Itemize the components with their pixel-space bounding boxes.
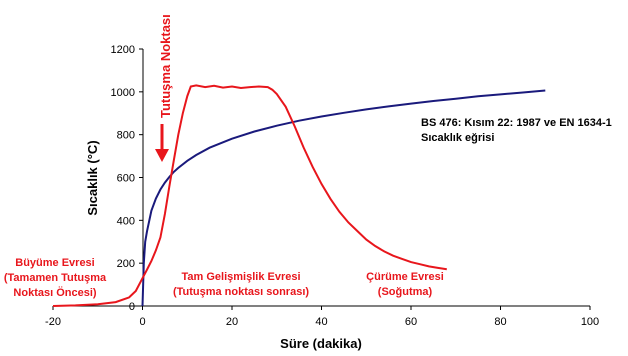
- y-axis-title: Sıcaklık (°C): [85, 140, 100, 215]
- full-phase-label-line1: Tam Gelişmişlik Evresi: [181, 271, 300, 283]
- standard-curve-line: [141, 89, 546, 307]
- growth-phase-label-line1: Büyüme Evresi: [15, 257, 94, 269]
- standard-curve-label-line2: Sıcaklık eğrisi: [421, 132, 494, 144]
- fire-curve-line: [52, 84, 447, 307]
- growth-phase-label-line3: Noktası Öncesi): [13, 286, 96, 299]
- y-tick-label: 600: [117, 173, 135, 185]
- ignition-arrow-icon: [155, 149, 169, 162]
- decay-phase-label-line2: (Soğutma): [378, 286, 433, 298]
- x-tick-label: 100: [581, 316, 599, 328]
- full-phase-label-line2: (Tutuşma noktası sonrası): [173, 286, 309, 298]
- decay-phase-label-line1: Çürüme Evresi: [366, 271, 444, 283]
- x-tick-label: 60: [405, 316, 417, 328]
- growth-phase-label-line2: (Tamamen Tutuşma: [4, 272, 107, 284]
- x-tick-label: 20: [226, 316, 238, 328]
- standard-curve-label-line1: BS 476: Kısım 22: 1987 ve EN 1634-1: [421, 117, 612, 129]
- y-tick-label: 800: [117, 130, 135, 142]
- x-tick-label: 40: [315, 316, 327, 328]
- ignition-point-label: Tutuşma Noktası: [158, 14, 173, 118]
- y-tick-label: 1200: [111, 44, 135, 56]
- x-axis-title: Süre (dakika): [280, 336, 362, 351]
- y-tick-label: 400: [117, 215, 135, 227]
- x-tick-label: 0: [139, 316, 145, 328]
- y-tick-label: 0: [129, 301, 135, 313]
- x-tick-label: -20: [45, 316, 61, 328]
- y-tick-label: 1000: [111, 87, 135, 99]
- x-tick-label: 80: [494, 316, 506, 328]
- y-tick-label: 200: [117, 258, 135, 270]
